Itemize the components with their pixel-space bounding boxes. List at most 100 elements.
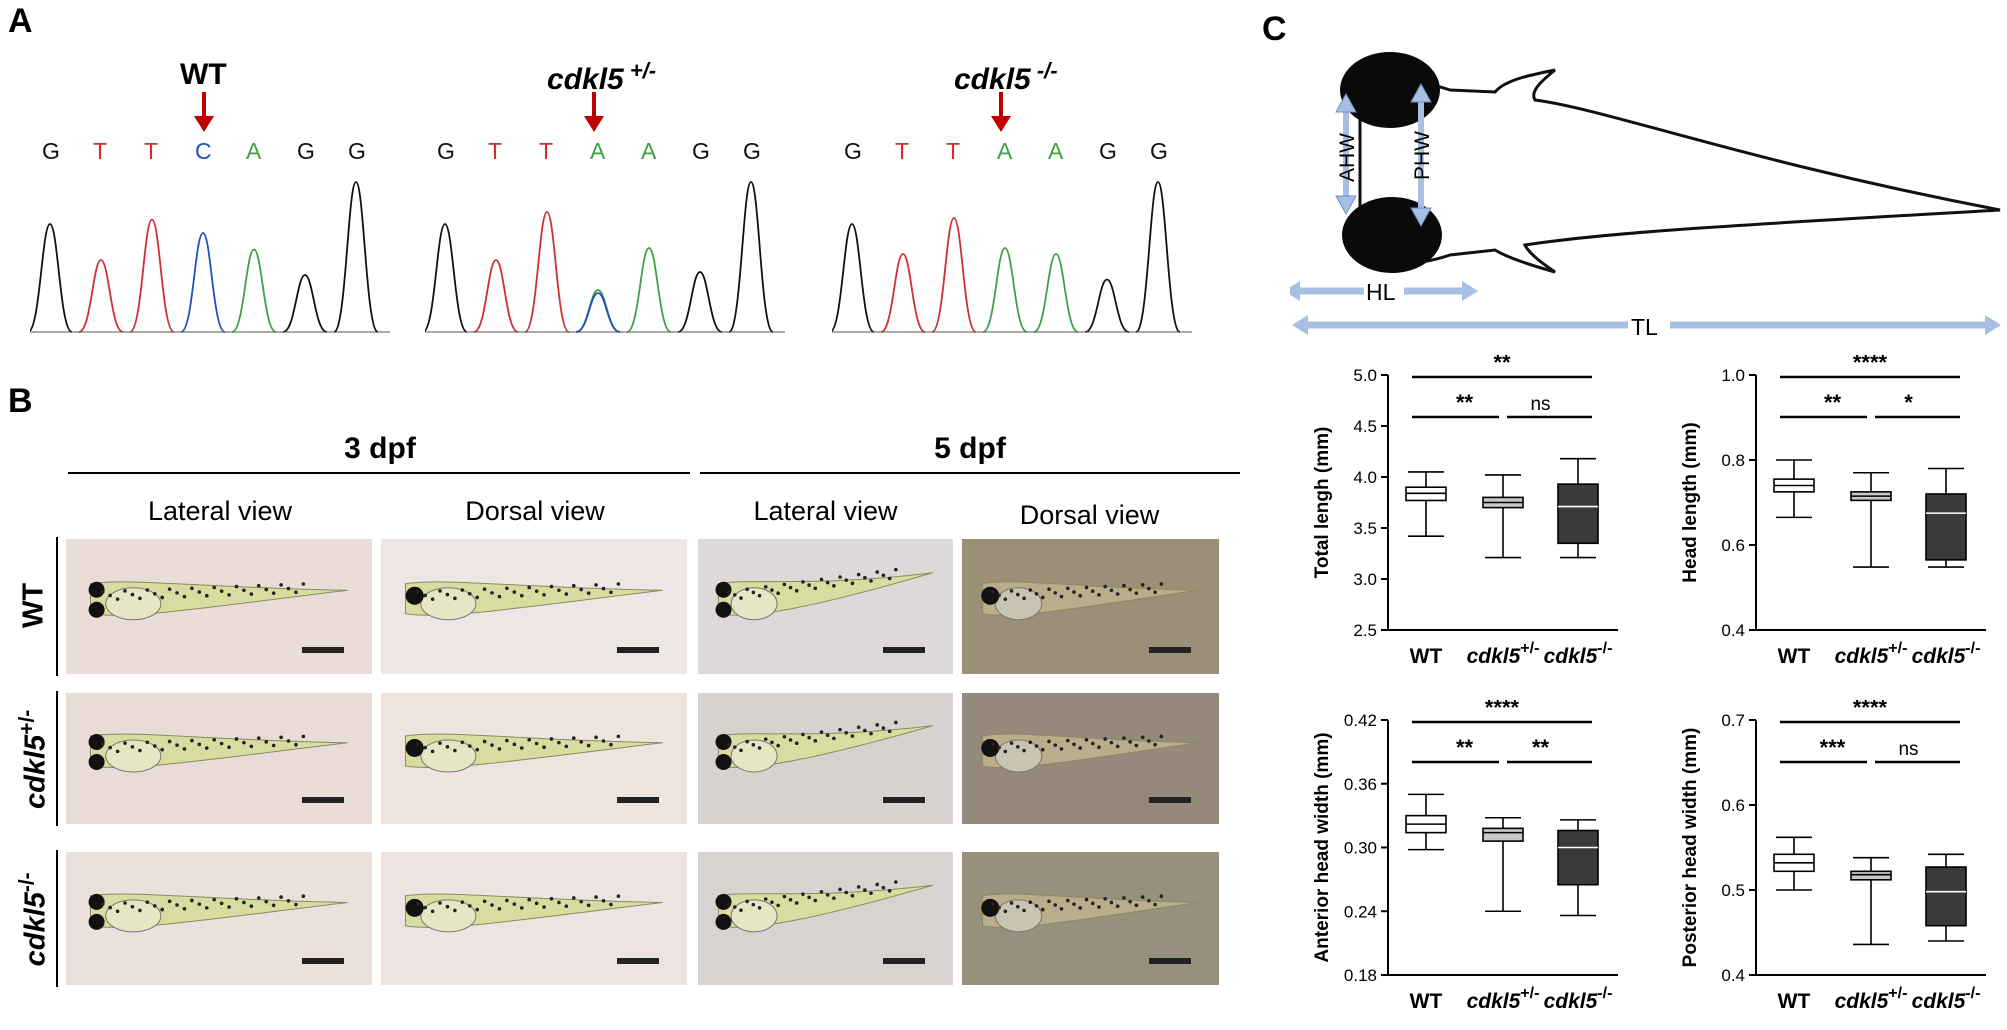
larva-photo — [698, 852, 953, 985]
panel-label-c: C — [1262, 10, 1287, 48]
x-category-label: cdkl5-/- — [1544, 640, 1613, 668]
larva-drawing — [715, 880, 933, 933]
boxplot-chart: 2.5 3.0 3.5 4.0 4.5 5.0 Total lengh (mm) WT cdkl… — [1312, 355, 1618, 668]
peak — [231, 248, 277, 333]
genotype-row-label: WT — [18, 535, 51, 675]
scale-bar — [1149, 958, 1191, 964]
significance-label: ns — [1530, 394, 1550, 415]
scale-bar — [1149, 647, 1191, 653]
mutation-arrow — [584, 92, 604, 132]
base-letter: T — [946, 138, 961, 164]
tl-label: TL — [1631, 314, 1658, 340]
x-category-text: cdkl5 — [1835, 990, 1889, 1013]
x-category-sup: +/- — [1888, 985, 1907, 1002]
mutation-arrow — [194, 92, 214, 132]
x-category-sup: -/- — [1597, 985, 1612, 1002]
base-letter: G — [844, 138, 862, 164]
larva-photo — [698, 693, 953, 824]
x-category-label: cdkl5-/- — [1912, 640, 1981, 668]
y-axis-label: Head length (mm) — [1680, 422, 1701, 582]
trace-label: WT — [180, 58, 227, 92]
y-tick-label: 0.36 — [1344, 775, 1377, 794]
base-letter: G — [437, 138, 455, 164]
base-letter: T — [539, 138, 554, 164]
trace-label: cdkl5 -/- — [954, 58, 1058, 97]
trace-label-sup: +/- — [623, 58, 657, 83]
base-letter: G — [297, 138, 315, 164]
y-tick-label: 0.5 — [1721, 881, 1745, 900]
peak — [575, 292, 621, 333]
genotype-row-label: cdkl5-/- — [16, 849, 53, 989]
peak — [473, 259, 519, 333]
box — [1557, 829, 1599, 886]
y-tick-label: 5.0 — [1353, 366, 1377, 385]
row-divider — [56, 537, 58, 676]
boxplot-chart: 0.18 0.24 0.30 0.36 0.42 Anterior head width … — [1312, 700, 1618, 1013]
larva-drawing — [88, 733, 348, 773]
chromatogram — [425, 181, 785, 333]
peak — [129, 218, 175, 333]
significance-label: * — [1904, 390, 1913, 415]
larva-photo — [66, 539, 372, 674]
scale-bar — [617, 647, 659, 653]
x-category-label: WT — [1778, 990, 1811, 1013]
x-category-text: WT — [1778, 645, 1811, 668]
larva-photo — [962, 693, 1219, 824]
genotype-row-label: cdkl5+/- — [16, 689, 53, 829]
base-letter: A — [1048, 138, 1064, 164]
boxplot-chart: 0.4 0.5 0.6 0.7 Posterior head width (mm) WT c… — [1680, 700, 1986, 1013]
peak — [880, 253, 926, 333]
base-letter: G — [348, 138, 366, 164]
time-header-5dpf: 5 dpf — [934, 432, 1006, 465]
significance-label: ** — [1824, 390, 1842, 415]
scale-bar — [883, 647, 925, 653]
divider — [700, 472, 1240, 474]
x-category-text: WT — [1410, 990, 1443, 1013]
base-letter: T — [895, 138, 910, 164]
base-letter: A — [997, 138, 1013, 164]
peak — [425, 223, 468, 333]
larva-photo — [962, 852, 1219, 985]
x-category-label: WT — [1778, 645, 1811, 668]
peak — [1033, 253, 1079, 333]
ahw-label: AHW — [1336, 133, 1359, 182]
box — [1850, 870, 1892, 881]
y-tick-label: 0.30 — [1344, 839, 1377, 858]
y-tick-label: 0.18 — [1344, 966, 1377, 985]
peak — [832, 223, 875, 333]
x-category-label: WT — [1410, 645, 1443, 668]
trace-label: cdkl5 +/- — [547, 58, 656, 97]
larva-photo — [698, 539, 953, 674]
y-tick-label: 0.7 — [1721, 711, 1745, 730]
hl-label: HL — [1366, 279, 1396, 305]
y-tick-label: 0.6 — [1721, 536, 1745, 555]
peak — [180, 232, 226, 333]
significance-label: ** — [1532, 735, 1550, 760]
x-category-label: cdkl5-/- — [1544, 985, 1613, 1013]
base-letter: A — [641, 138, 657, 164]
divider — [68, 472, 690, 474]
scale-bar — [883, 958, 925, 964]
phw-label: PHW — [1411, 131, 1434, 180]
larva-photo — [962, 539, 1219, 674]
y-tick-label: 0.8 — [1721, 451, 1745, 470]
mutation-arrow — [991, 92, 1011, 132]
scale-bar — [617, 958, 659, 964]
x-category-label: cdkl5-/- — [1912, 985, 1981, 1013]
x-category-label: cdkl5+/- — [1835, 640, 1908, 668]
genotype-label-text: WT — [17, 582, 50, 628]
y-axis-label: Anterior head width (mm) — [1312, 732, 1333, 962]
view-label: Lateral view — [147, 496, 293, 526]
larva-diagram: AHW PHW HL — [1290, 52, 2001, 306]
base-letter: T — [93, 138, 108, 164]
scale-bar — [302, 958, 344, 964]
box — [1925, 493, 1967, 561]
peak — [982, 247, 1028, 333]
box — [1557, 483, 1599, 545]
peak — [282, 274, 328, 333]
y-tick-label: 4.0 — [1353, 468, 1377, 487]
larva-drawing — [88, 893, 348, 933]
base-letter: G — [692, 138, 710, 164]
y-axis-label: Total lengh (mm) — [1312, 427, 1333, 579]
